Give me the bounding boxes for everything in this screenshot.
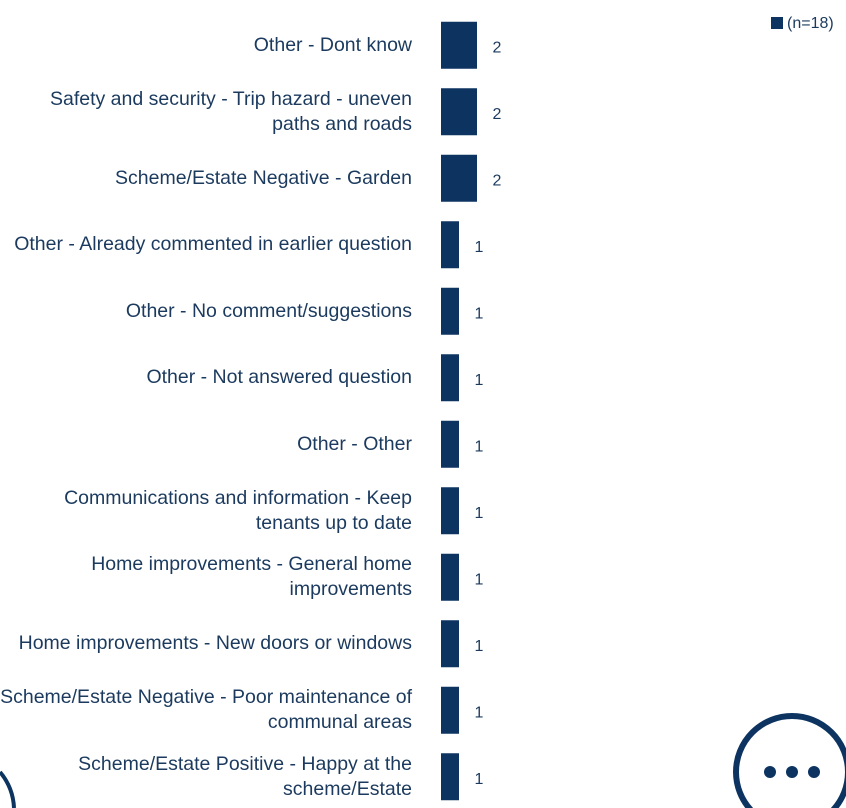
- value-label: 2: [493, 172, 502, 189]
- bar: [441, 88, 477, 136]
- category-label: Home improvements - New doors or windows: [0, 611, 412, 678]
- category-label: Scheme/Estate Negative - Garden: [0, 145, 412, 212]
- category-label: Other - Not answered question: [0, 345, 412, 412]
- category-text: Scheme/Estate Positive - Happy at the sc…: [78, 752, 412, 800]
- category-text: Home improvements - General home improve…: [91, 553, 412, 601]
- bar: [441, 686, 459, 734]
- category-text: Other - Already commented in earlier que…: [14, 233, 412, 256]
- category-label: Other - No comment/suggestions: [0, 278, 412, 345]
- value-label: 1: [475, 239, 484, 256]
- category-label: Other - Already commented in earlier que…: [0, 212, 412, 279]
- chat-dot: [808, 766, 820, 778]
- chat-dot: [786, 766, 798, 778]
- category-text: Communications and information - Keep te…: [64, 486, 412, 534]
- value-label: 1: [475, 305, 484, 322]
- chat-bubble[interactable]: [733, 713, 846, 808]
- value-label: 2: [493, 39, 502, 56]
- value-label: 2: [493, 106, 502, 123]
- value-label: 1: [475, 438, 484, 455]
- bar: [441, 487, 459, 535]
- value-label: 1: [475, 771, 484, 788]
- category-label: Scheme/Estate Positive - Happy at the sc…: [0, 744, 412, 808]
- value-label: 1: [475, 571, 484, 588]
- bar: [441, 553, 459, 601]
- category-text: Scheme/Estate Negative - Garden: [115, 166, 412, 189]
- legend-label: (n=18): [787, 15, 834, 32]
- bar: [441, 753, 459, 801]
- bar: [441, 154, 477, 202]
- bar: [441, 287, 459, 335]
- category-label: Communications and information - Keep te…: [0, 478, 412, 545]
- legend-swatch: [771, 17, 783, 29]
- bar: [441, 354, 459, 402]
- bar: [441, 221, 459, 269]
- value-label: 1: [475, 372, 484, 389]
- chat-icon[interactable]: [733, 713, 846, 808]
- category-label: Scheme/Estate Negative - Poor maintenanc…: [0, 677, 412, 744]
- category-text: Scheme/Estate Negative - Poor maintenanc…: [0, 686, 412, 734]
- category-text: Safety and security - Trip hazard - unev…: [49, 87, 412, 135]
- value-label: 1: [475, 638, 484, 655]
- category-text: Other - No comment/suggestions: [125, 299, 412, 322]
- category-text: Home improvements - New doors or windows: [18, 632, 412, 655]
- chat-dot: [764, 766, 776, 778]
- corner-decoration: [0, 770, 16, 808]
- category-text: Other - Dont know: [253, 33, 412, 56]
- category-text: Other - Other: [297, 432, 412, 455]
- category-label: Home improvements - General home improve…: [0, 544, 412, 611]
- category-text: Other - Not answered question: [146, 366, 412, 389]
- bar: [441, 21, 477, 69]
- bar: [441, 620, 459, 668]
- category-label: Other - Other: [0, 411, 412, 478]
- category-label: Other - Dont know: [0, 12, 412, 79]
- value-label: 1: [475, 704, 484, 721]
- category-label: Safety and security - Trip hazard - unev…: [0, 79, 412, 146]
- value-label: 1: [475, 505, 484, 522]
- bar: [441, 420, 459, 468]
